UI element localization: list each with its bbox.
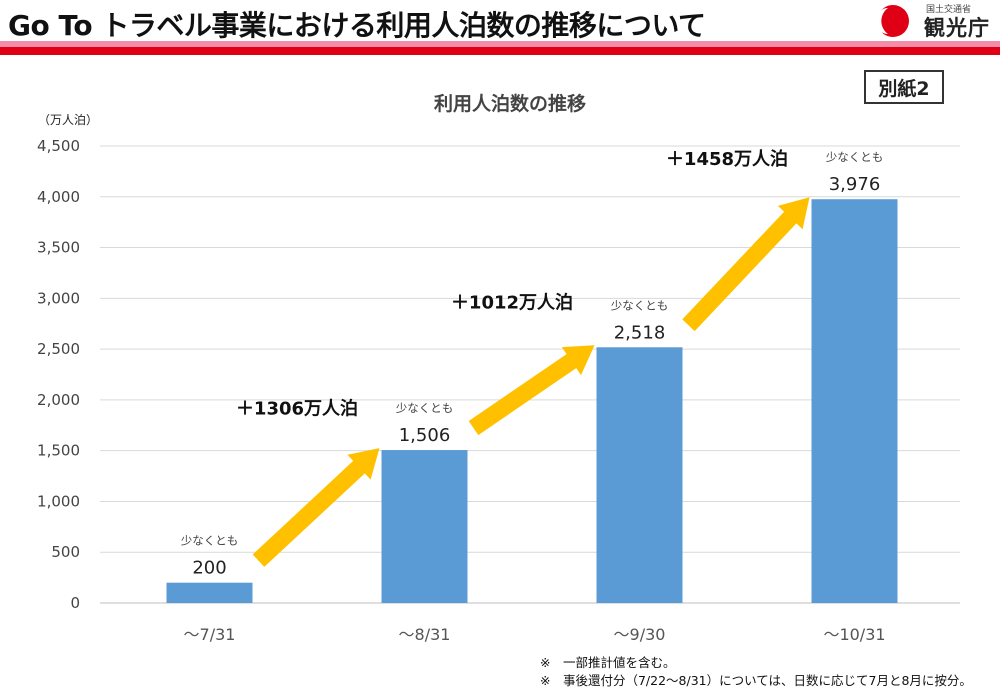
attachment-label: 別紙2 [864, 70, 944, 104]
x-tick-label: 〜10/31 [823, 625, 885, 644]
increment-label: ＋1458万人泊 [666, 149, 788, 170]
increase-arrows [252, 197, 810, 567]
x-axis-ticks: 〜7/31 〜8/31 〜9/30 〜10/31 [184, 625, 886, 644]
footnote-line: ※ 事後還付分（7/22〜8/31）については、日数に応じて7月と8月に按分。 [540, 673, 972, 688]
x-tick-label: 〜7/31 [184, 625, 236, 644]
chart-title: 利用人泊数の推移 [434, 92, 586, 115]
bar-note-label: 少なくとも [181, 534, 239, 548]
y-tick-label: 3,500 [37, 239, 80, 257]
bar-note-label: 少なくとも [396, 401, 454, 415]
y-tick-label: 3,000 [37, 289, 80, 307]
logo-agency-name: 観光庁 [924, 16, 990, 40]
ministry-logo: 国土交通省 観光庁 [876, 0, 996, 40]
increase-arrow [468, 345, 595, 436]
title-rule-red [0, 47, 1000, 55]
y-tick-label: 500 [51, 543, 80, 561]
bar-value-label: 3,976 [829, 174, 881, 195]
bar [811, 199, 898, 603]
page-header: Go To トラベル事業における利用人泊数の推移について 国土交通省 観光庁 [0, 0, 1000, 56]
increment-label: ＋1012万人泊 [451, 293, 573, 314]
y-tick-label: 0 [70, 594, 80, 612]
bar-value-label: 200 [192, 558, 226, 579]
bar-note-label: 少なくとも [826, 150, 884, 164]
y-tick-label: 4,000 [37, 188, 80, 206]
footnote-line: ※ 一部推計値を含む。 [540, 655, 676, 670]
x-tick-label: 〜9/30 [614, 625, 666, 644]
x-tick-label: 〜8/31 [399, 625, 451, 644]
bar [166, 582, 253, 603]
bar-value-label: 1,506 [399, 425, 451, 446]
increase-arrow [252, 448, 380, 567]
bar-labels: 200 少なくとも 1,506 少なくとも 2,518 少なくとも 3,976 少なくとも [181, 150, 884, 578]
y-tick-label: 4,500 [37, 137, 80, 155]
y-tick-label: 1,500 [37, 442, 80, 460]
increment-labels: ＋1306万人泊 ＋1012万人泊 ＋1458万人泊 [236, 149, 788, 419]
y-tick-label: 2,500 [37, 340, 80, 358]
y-axis-unit-label: （万人泊） [38, 113, 98, 127]
bars [166, 199, 898, 603]
bar-value-label: 2,518 [614, 322, 666, 343]
title-rule-pink [0, 41, 1000, 47]
increase-arrow [682, 197, 810, 332]
y-tick-label: 1,000 [37, 492, 80, 510]
footnotes: ※ 一部推計値を含む。 ※ 事後還付分（7/22〜8/31）については、日数に応… [540, 654, 972, 690]
logo-ministry-text: 国土交通省 [926, 5, 972, 15]
y-axis-ticks: 0 500 1,000 1,500 2,000 2,500 3,000 3,500 4,000 4… [37, 137, 80, 612]
bar [596, 347, 683, 603]
increment-label: ＋1306万人泊 [236, 398, 358, 419]
bar-chart: 利用人泊数の推移 （万人泊） 0 500 1,000 1,500 2,000 2,500 3… [37, 92, 960, 644]
logo-circle-icon [876, 5, 909, 37]
page-title: Go To トラベル事業における利用人泊数の推移について [8, 9, 706, 42]
bar-note-label: 少なくとも [611, 298, 669, 312]
bar [381, 450, 468, 603]
y-tick-label: 2,000 [37, 391, 80, 409]
